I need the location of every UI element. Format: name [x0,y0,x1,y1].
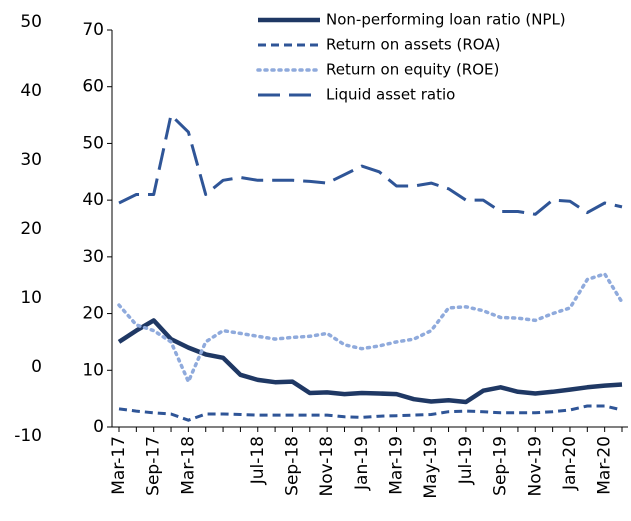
y-tick-label: 20 [82,304,104,324]
legend-label: Non-performing loan ratio (NPL) [326,11,566,29]
y-tick-label: 10 [82,360,104,380]
y2-tick-label: 20 [20,219,42,239]
y2-tick-label: -10 [14,426,42,446]
x-tick-label: Mar-19 [387,436,407,495]
legend-label: Return on assets (ROA) [326,36,500,54]
y2-tick-label: 40 [20,81,42,101]
x-tick-label: Mar-20 [595,436,615,495]
x-tick-label: Jul-18 [248,436,268,485]
x-tick-label: Nov-18 [317,436,337,497]
x-tick-label: Jul-19 [456,436,476,485]
x-tick-label: Mar-18 [178,436,198,495]
y-tick-label: 50 [82,133,104,153]
x-tick-label: Sep-18 [282,436,302,496]
y2-tick-label: 10 [20,288,42,308]
series-line [117,318,623,405]
y-tick-label: 60 [82,77,104,97]
x-tick-label: Sep-19 [491,436,511,496]
x-tick-label: Mar-17 [109,436,129,495]
x-tick-label: Nov-19 [525,436,545,497]
series-line [118,113,623,216]
legend-label: Return on equity (ROE) [326,61,499,79]
y-tick-label: 30 [82,247,104,267]
y-tick-label: 40 [82,190,104,210]
series-line [118,404,623,422]
x-tick-label: Jan-20 [560,436,580,491]
y2-tick-label: 0 [31,357,42,377]
y-tick-label: 0 [93,417,104,437]
x-tick-label: Jan-19 [352,436,372,491]
y-tick-label: 70 [82,20,104,40]
x-tick-label: May-19 [421,436,441,499]
series-line [117,272,624,384]
legend-label: Liquid asset ratio [326,86,455,104]
y2-tick-label: 50 [20,12,42,32]
y2-tick-label: 30 [20,150,42,170]
x-tick-label: Sep-17 [144,436,164,496]
